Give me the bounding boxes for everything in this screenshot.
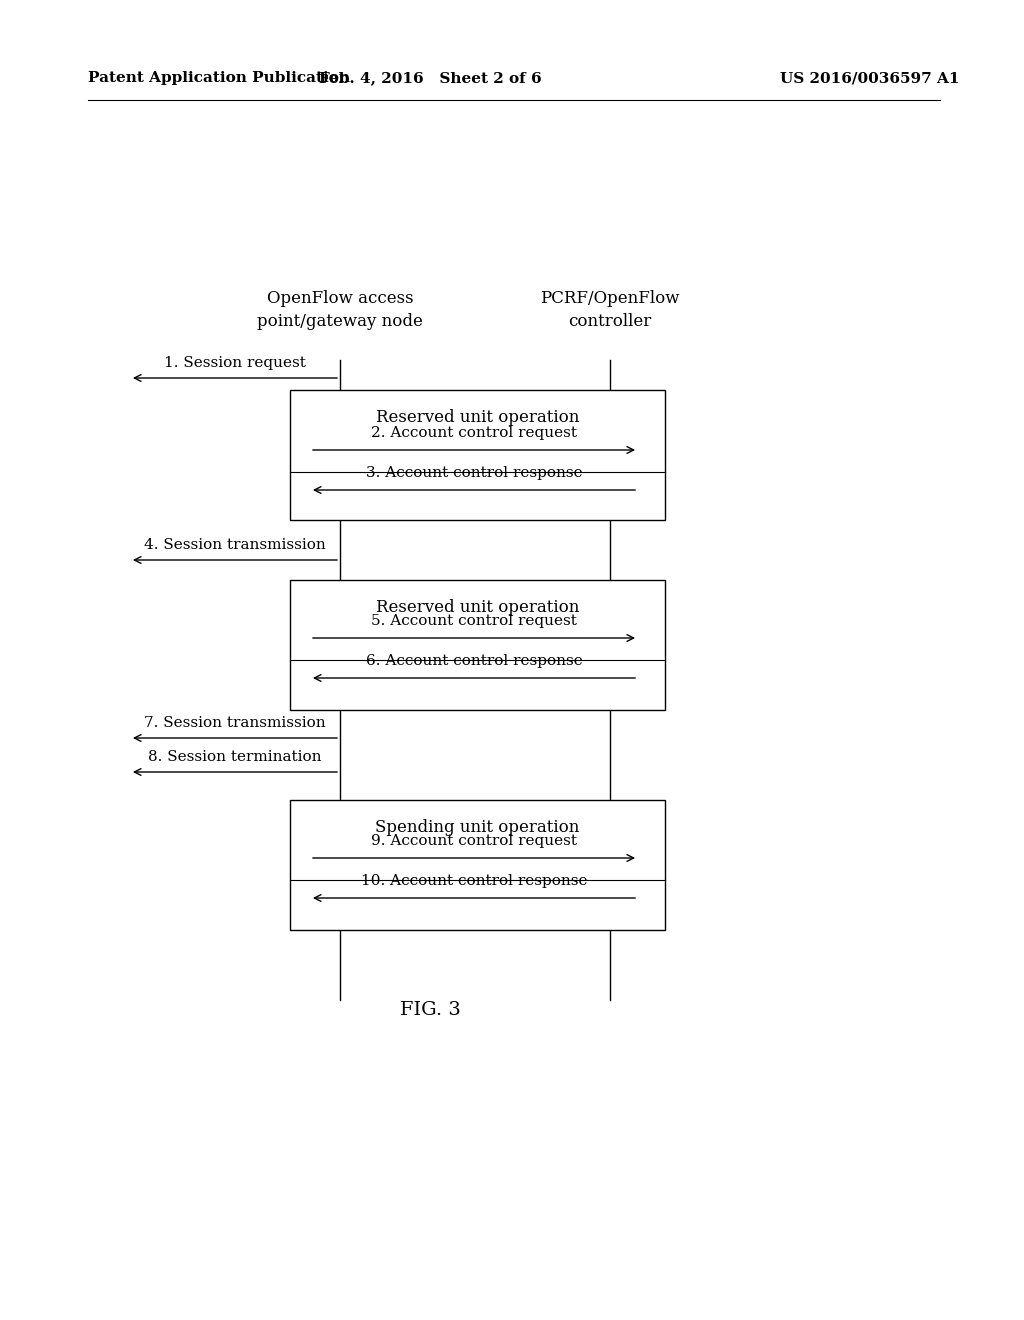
Text: PCRF/OpenFlow
controller: PCRF/OpenFlow controller xyxy=(541,290,680,330)
Text: Reserved unit operation: Reserved unit operation xyxy=(376,598,580,615)
Text: 8. Session termination: 8. Session termination xyxy=(148,750,322,764)
Text: FIG. 3: FIG. 3 xyxy=(399,1001,461,1019)
Text: Reserved unit operation: Reserved unit operation xyxy=(376,408,580,425)
Text: 7. Session transmission: 7. Session transmission xyxy=(144,715,326,730)
Text: 9. Account control request: 9. Account control request xyxy=(371,834,577,847)
Text: OpenFlow access
point/gateway node: OpenFlow access point/gateway node xyxy=(257,290,423,330)
Text: 5. Account control request: 5. Account control request xyxy=(371,614,577,628)
Bar xyxy=(290,579,665,710)
Text: Spending unit operation: Spending unit operation xyxy=(376,818,580,836)
Text: 1. Session request: 1. Session request xyxy=(164,356,306,370)
Text: Feb. 4, 2016   Sheet 2 of 6: Feb. 4, 2016 Sheet 2 of 6 xyxy=(318,71,542,84)
Text: Patent Application Publication: Patent Application Publication xyxy=(88,71,350,84)
Text: US 2016/0036597 A1: US 2016/0036597 A1 xyxy=(780,71,959,84)
Bar xyxy=(290,800,665,931)
Text: 10. Account control response: 10. Account control response xyxy=(360,874,587,888)
Bar xyxy=(290,389,665,520)
Text: 4. Session transmission: 4. Session transmission xyxy=(144,539,326,552)
Text: 3. Account control response: 3. Account control response xyxy=(366,466,583,480)
Text: 6. Account control response: 6. Account control response xyxy=(366,653,583,668)
Text: 2. Account control request: 2. Account control request xyxy=(371,426,577,440)
